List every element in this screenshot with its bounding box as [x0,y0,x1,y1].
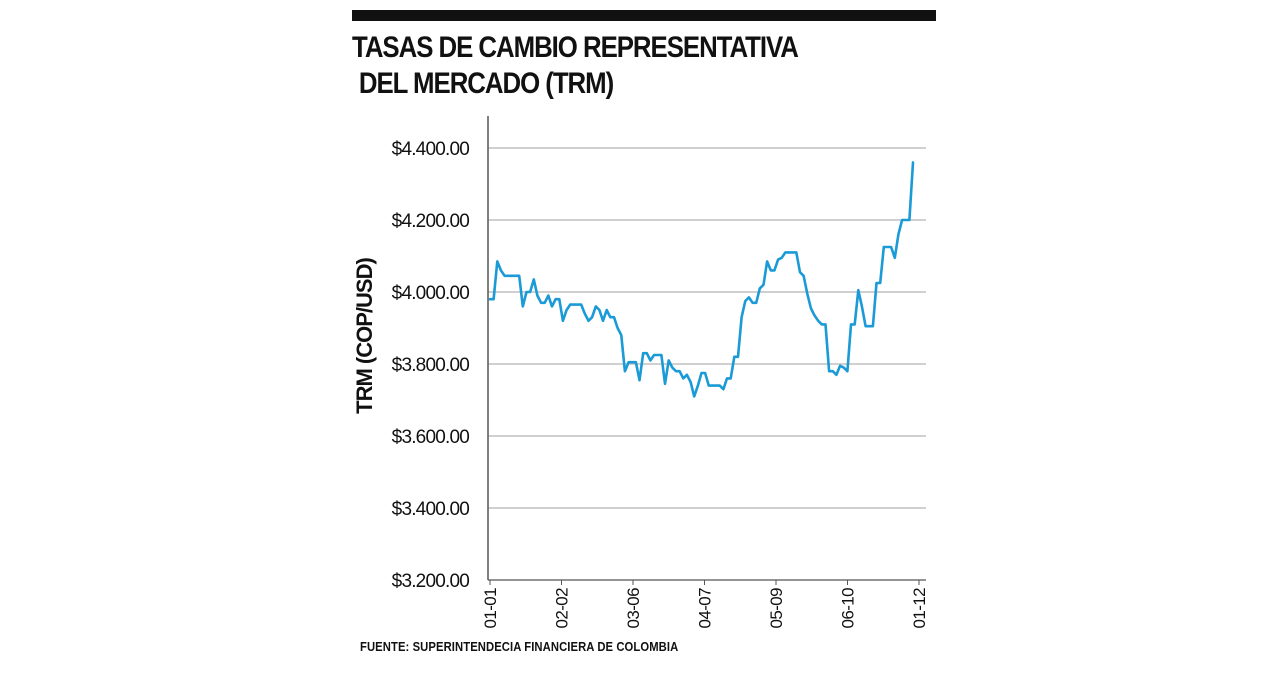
x-tick-label: 01-01 [481,588,500,629]
y-tick-label: $3.200.00 [392,571,470,592]
x-tick-label: 02-02 [553,588,572,629]
chart-title-line-1: TASAS DE CAMBIO REPRESENTATIVA [352,31,799,64]
chart-title: TASAS DE CAMBIO REPRESENTATIVA DEL MERCA… [352,30,834,102]
y-tick-label: $4.400.00 [392,139,470,160]
y-tick-label: $4.000.00 [392,283,470,304]
x-tick-label: 05-09 [767,588,786,629]
y-tick-label: $3.800.00 [392,355,470,376]
source-note: FUENTE: SUPERINTENDECIA FINANCIERA DE CO… [360,640,679,654]
x-tick-label: 04-07 [696,588,715,629]
y-tick-label: $3.400.00 [392,499,470,520]
x-tick-label: 03-06 [624,588,643,629]
chart-title-line-2: DEL MERCADO (TRM) [358,67,614,100]
x-tick-label: 06-10 [839,588,858,629]
trm-series-line [488,161,915,398]
y-tick-label: $4.200.00 [392,211,470,232]
y-tick-label: $3.600.00 [392,427,470,448]
top-rule [352,10,936,21]
y-axis-title: TRM (COP/USD) [352,258,377,414]
x-tick-label: 01-12 [910,588,929,629]
